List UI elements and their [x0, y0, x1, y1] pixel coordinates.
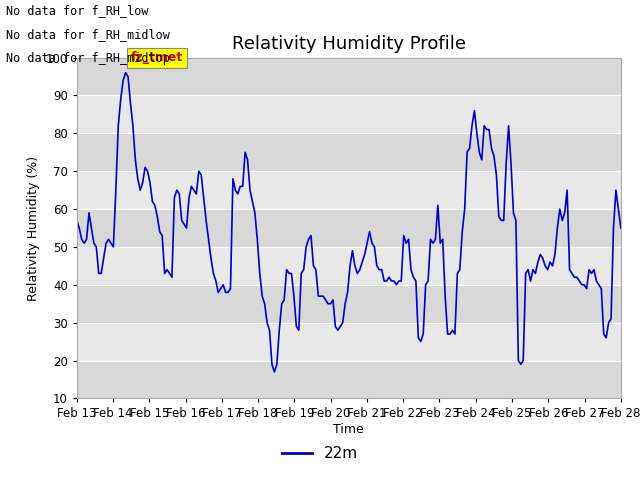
- Bar: [77, 133, 621, 171]
- Bar: [77, 247, 621, 285]
- Text: No data for f_RH_midlow: No data for f_RH_midlow: [6, 28, 170, 41]
- Title: Relativity Humidity Profile: Relativity Humidity Profile: [232, 35, 466, 53]
- Bar: [77, 171, 621, 209]
- Text: fz_tmet: fz_tmet: [131, 51, 184, 64]
- Legend: 22m: 22m: [275, 440, 365, 468]
- Y-axis label: Relativity Humidity (%): Relativity Humidity (%): [27, 156, 40, 300]
- Text: No data for f_RH_midtop: No data for f_RH_midtop: [6, 52, 170, 65]
- Text: No data for f_RH_low: No data for f_RH_low: [6, 4, 149, 17]
- Bar: [77, 209, 621, 247]
- Bar: [77, 323, 621, 360]
- Bar: [77, 58, 621, 96]
- Bar: [77, 285, 621, 323]
- Bar: [77, 96, 621, 133]
- X-axis label: Time: Time: [333, 423, 364, 436]
- Bar: [77, 360, 621, 398]
